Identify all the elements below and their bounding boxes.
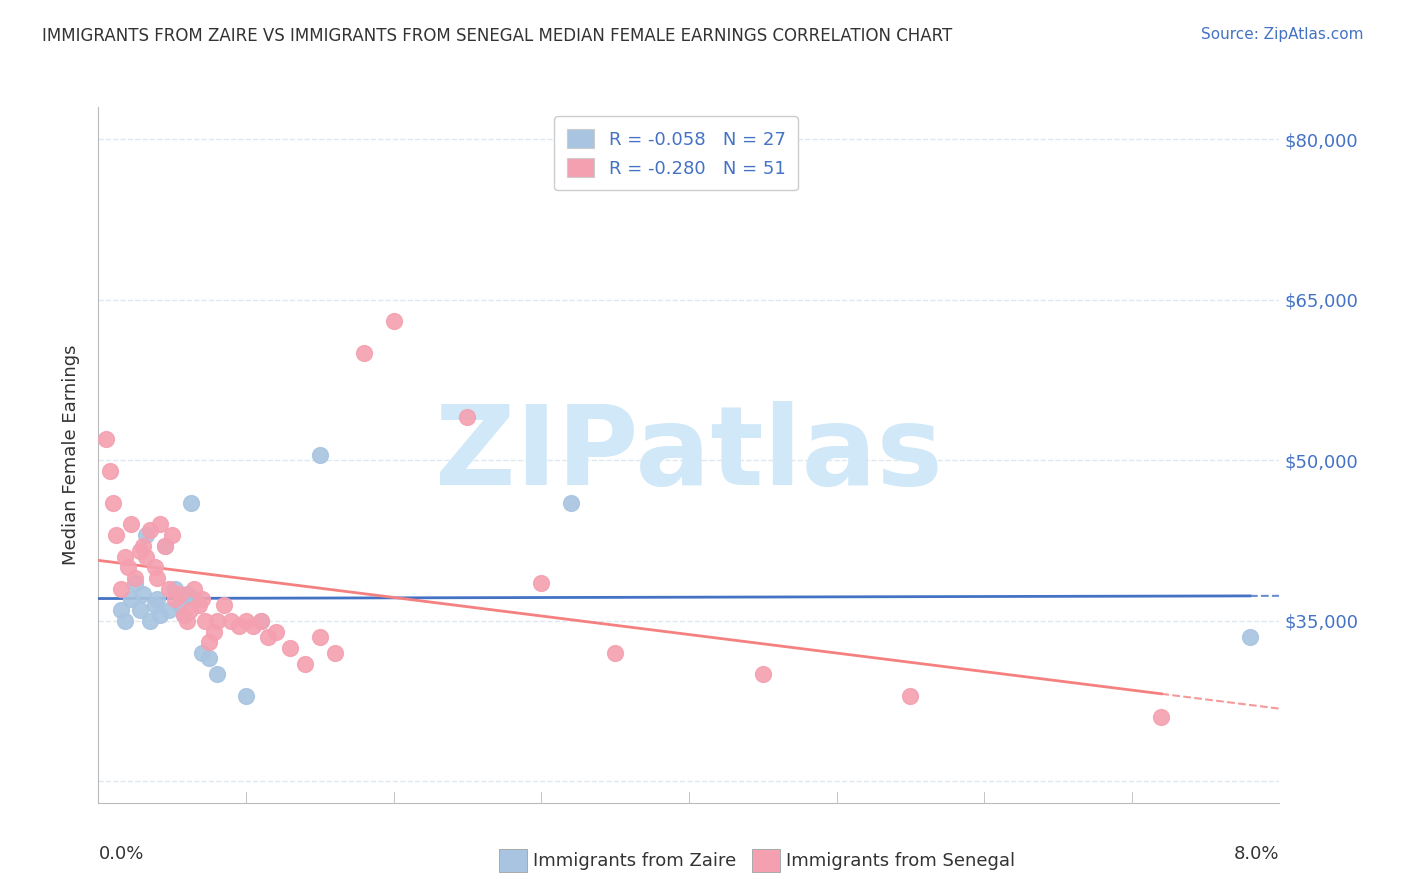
Text: ZIPatlas: ZIPatlas xyxy=(434,401,943,508)
Point xyxy=(353,346,375,360)
Point xyxy=(165,582,187,596)
Text: IMMIGRANTS FROM ZAIRE VS IMMIGRANTS FROM SENEGAL MEDIAN FEMALE EARNINGS CORRELAT: IMMIGRANTS FROM ZAIRE VS IMMIGRANTS FROM… xyxy=(42,27,952,45)
Point xyxy=(157,603,180,617)
Point xyxy=(1239,630,1261,644)
Point xyxy=(191,592,214,607)
Text: Immigrants from Senegal: Immigrants from Senegal xyxy=(786,852,1015,870)
Point xyxy=(205,667,228,681)
Point xyxy=(143,560,166,574)
Point xyxy=(198,651,221,665)
Point xyxy=(165,592,187,607)
Point xyxy=(235,614,257,628)
Point xyxy=(179,603,201,617)
Point xyxy=(105,528,128,542)
Point xyxy=(110,603,132,617)
Point xyxy=(120,517,142,532)
Point xyxy=(132,587,155,601)
Point xyxy=(180,496,202,510)
Legend: R = -0.058   N = 27, R = -0.280   N = 51: R = -0.058 N = 27, R = -0.280 N = 51 xyxy=(554,116,799,190)
Text: 8.0%: 8.0% xyxy=(1234,845,1279,863)
Point xyxy=(219,614,242,628)
Point xyxy=(530,576,553,591)
Point xyxy=(183,582,205,596)
Point xyxy=(153,539,176,553)
Point xyxy=(198,635,221,649)
Y-axis label: Median Female Earnings: Median Female Earnings xyxy=(62,344,80,566)
Point xyxy=(456,410,478,425)
Point xyxy=(128,603,150,617)
Point xyxy=(605,646,627,660)
Point xyxy=(124,571,146,585)
Point xyxy=(139,523,162,537)
Point xyxy=(257,630,280,644)
Point xyxy=(120,592,142,607)
Point xyxy=(194,614,217,628)
Point xyxy=(128,544,150,558)
Point xyxy=(146,571,169,585)
Point xyxy=(149,608,172,623)
Point xyxy=(212,598,235,612)
Point xyxy=(162,528,183,542)
Point xyxy=(94,432,117,446)
Point xyxy=(183,592,205,607)
Point xyxy=(103,496,125,510)
Point xyxy=(169,598,191,612)
Point xyxy=(900,689,922,703)
Point xyxy=(124,576,146,591)
Point xyxy=(110,582,132,596)
Point xyxy=(228,619,250,633)
Point xyxy=(169,587,191,601)
Point xyxy=(242,619,264,633)
Text: 0.0%: 0.0% xyxy=(98,845,143,863)
Point xyxy=(135,549,157,564)
Point xyxy=(278,640,302,655)
Point xyxy=(173,608,195,623)
Point xyxy=(114,614,136,628)
Point xyxy=(187,598,209,612)
Point xyxy=(176,587,198,601)
Point xyxy=(176,614,198,628)
Point xyxy=(205,614,228,628)
Point xyxy=(382,314,405,328)
Text: Immigrants from Zaire: Immigrants from Zaire xyxy=(533,852,737,870)
Point xyxy=(250,614,273,628)
Point xyxy=(235,689,257,703)
Point xyxy=(308,448,332,462)
Point xyxy=(114,549,136,564)
Point xyxy=(146,592,169,607)
Point xyxy=(294,657,316,671)
Point xyxy=(117,560,139,574)
Point xyxy=(149,517,172,532)
Point xyxy=(560,496,582,510)
Point xyxy=(173,608,195,623)
Text: Source: ZipAtlas.com: Source: ZipAtlas.com xyxy=(1201,27,1364,42)
Point xyxy=(250,614,273,628)
Point xyxy=(143,598,166,612)
Point xyxy=(191,646,214,660)
Point xyxy=(323,646,346,660)
Point xyxy=(98,464,121,478)
Point xyxy=(264,624,287,639)
Point xyxy=(132,539,155,553)
Point xyxy=(1150,710,1173,724)
Point xyxy=(157,582,180,596)
Point xyxy=(202,624,225,639)
Point xyxy=(153,539,176,553)
Point xyxy=(308,630,332,644)
Point xyxy=(139,614,162,628)
Point xyxy=(135,528,157,542)
Point xyxy=(751,667,773,681)
